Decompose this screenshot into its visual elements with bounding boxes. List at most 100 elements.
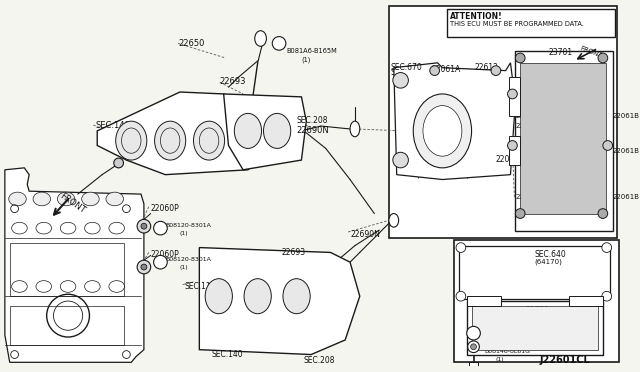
Ellipse shape xyxy=(141,223,147,229)
Ellipse shape xyxy=(47,294,90,337)
Text: (1): (1) xyxy=(180,231,189,236)
Text: (1): (1) xyxy=(496,336,504,341)
Text: 23751: 23751 xyxy=(525,306,549,315)
Text: 22612: 22612 xyxy=(474,63,499,72)
Ellipse shape xyxy=(244,279,271,314)
Text: B081A6-B165M: B081A6-B165M xyxy=(287,48,337,54)
Bar xyxy=(389,6,618,238)
Text: 22061B: 22061B xyxy=(612,148,639,154)
Ellipse shape xyxy=(154,255,167,269)
Ellipse shape xyxy=(515,53,525,63)
Text: SEC.208: SEC.208 xyxy=(296,116,328,125)
Ellipse shape xyxy=(508,141,517,150)
Ellipse shape xyxy=(114,158,124,168)
Text: 22650: 22650 xyxy=(178,39,204,48)
Bar xyxy=(459,246,610,299)
Text: B08146-8L61G: B08146-8L61G xyxy=(484,349,530,354)
Bar xyxy=(509,77,520,116)
Ellipse shape xyxy=(264,113,291,148)
Ellipse shape xyxy=(413,94,472,168)
Text: N08911-10B1G: N08911-10B1G xyxy=(484,327,531,332)
Ellipse shape xyxy=(467,326,481,340)
Text: 22612+A: 22612+A xyxy=(515,113,548,119)
Text: 22061A: 22061A xyxy=(432,65,461,74)
Text: (64170): (64170) xyxy=(535,258,563,265)
Ellipse shape xyxy=(155,121,186,160)
Ellipse shape xyxy=(468,341,479,353)
Text: 22061J: 22061J xyxy=(496,155,522,164)
Text: 23701: 23701 xyxy=(548,48,573,57)
Text: 22060P: 22060P xyxy=(150,204,179,213)
Ellipse shape xyxy=(508,89,517,99)
Ellipse shape xyxy=(423,106,462,156)
Bar xyxy=(569,296,603,306)
Polygon shape xyxy=(223,94,307,170)
Text: J22601CL: J22601CL xyxy=(540,355,591,365)
Bar xyxy=(454,240,620,362)
Polygon shape xyxy=(394,63,515,180)
Text: 22060P: 22060P xyxy=(150,250,179,259)
Text: B: B xyxy=(159,226,163,231)
Text: B: B xyxy=(159,260,163,264)
Bar xyxy=(10,243,124,296)
Ellipse shape xyxy=(393,73,408,88)
Text: 22612+B: 22612+B xyxy=(515,194,548,200)
Text: FRONT: FRONT xyxy=(579,45,604,59)
Text: SEC.208: SEC.208 xyxy=(303,356,335,365)
Text: THIS ECU MUST BE PROGRAMMED DATA.: THIS ECU MUST BE PROGRAMMED DATA. xyxy=(450,21,584,27)
Ellipse shape xyxy=(137,260,150,274)
Text: 22693: 22693 xyxy=(220,77,246,86)
Text: B08120-8301A: B08120-8301A xyxy=(165,223,211,228)
Ellipse shape xyxy=(116,121,147,160)
Text: 22061B: 22061B xyxy=(612,194,639,200)
Bar xyxy=(10,306,124,345)
Text: SEC.111: SEC.111 xyxy=(185,282,216,291)
Bar xyxy=(468,362,478,366)
Ellipse shape xyxy=(603,141,612,150)
Ellipse shape xyxy=(598,209,608,218)
Text: (1): (1) xyxy=(301,56,311,62)
Polygon shape xyxy=(199,248,360,355)
Polygon shape xyxy=(97,92,262,175)
Ellipse shape xyxy=(205,279,232,314)
Ellipse shape xyxy=(430,66,440,76)
Text: 22690N: 22690N xyxy=(350,230,380,239)
Text: N: N xyxy=(472,331,476,336)
Ellipse shape xyxy=(255,31,266,46)
Ellipse shape xyxy=(58,192,75,206)
Polygon shape xyxy=(5,168,144,362)
Ellipse shape xyxy=(272,36,286,50)
Ellipse shape xyxy=(456,291,466,301)
Ellipse shape xyxy=(141,264,147,270)
Text: SEC.640: SEC.640 xyxy=(535,250,566,259)
Bar xyxy=(467,296,500,306)
Text: (1): (1) xyxy=(180,265,189,270)
Text: B08120-8301A: B08120-8301A xyxy=(165,257,211,262)
Bar xyxy=(515,51,612,231)
Ellipse shape xyxy=(283,279,310,314)
Text: 22611N: 22611N xyxy=(515,123,543,129)
Ellipse shape xyxy=(234,113,262,148)
Text: ATTENTION!: ATTENTION! xyxy=(450,12,503,21)
Ellipse shape xyxy=(515,209,525,218)
Bar xyxy=(467,301,603,355)
Text: 22061B: 22061B xyxy=(612,113,639,119)
Ellipse shape xyxy=(82,192,99,206)
Ellipse shape xyxy=(602,291,612,301)
Text: SEC.670: SEC.670 xyxy=(391,63,422,72)
Ellipse shape xyxy=(602,243,612,253)
Ellipse shape xyxy=(33,192,51,206)
Text: FRONT: FRONT xyxy=(58,192,87,215)
Ellipse shape xyxy=(350,121,360,137)
Text: SEC.140: SEC.140 xyxy=(212,350,244,359)
Ellipse shape xyxy=(389,214,399,227)
Text: 22693: 22693 xyxy=(282,248,306,257)
Text: SEC.670: SEC.670 xyxy=(391,68,422,77)
Bar xyxy=(509,136,520,165)
Bar xyxy=(447,9,616,36)
Text: B: B xyxy=(277,41,281,46)
Ellipse shape xyxy=(106,192,124,206)
Ellipse shape xyxy=(137,219,150,233)
Ellipse shape xyxy=(9,192,26,206)
Ellipse shape xyxy=(393,152,408,168)
